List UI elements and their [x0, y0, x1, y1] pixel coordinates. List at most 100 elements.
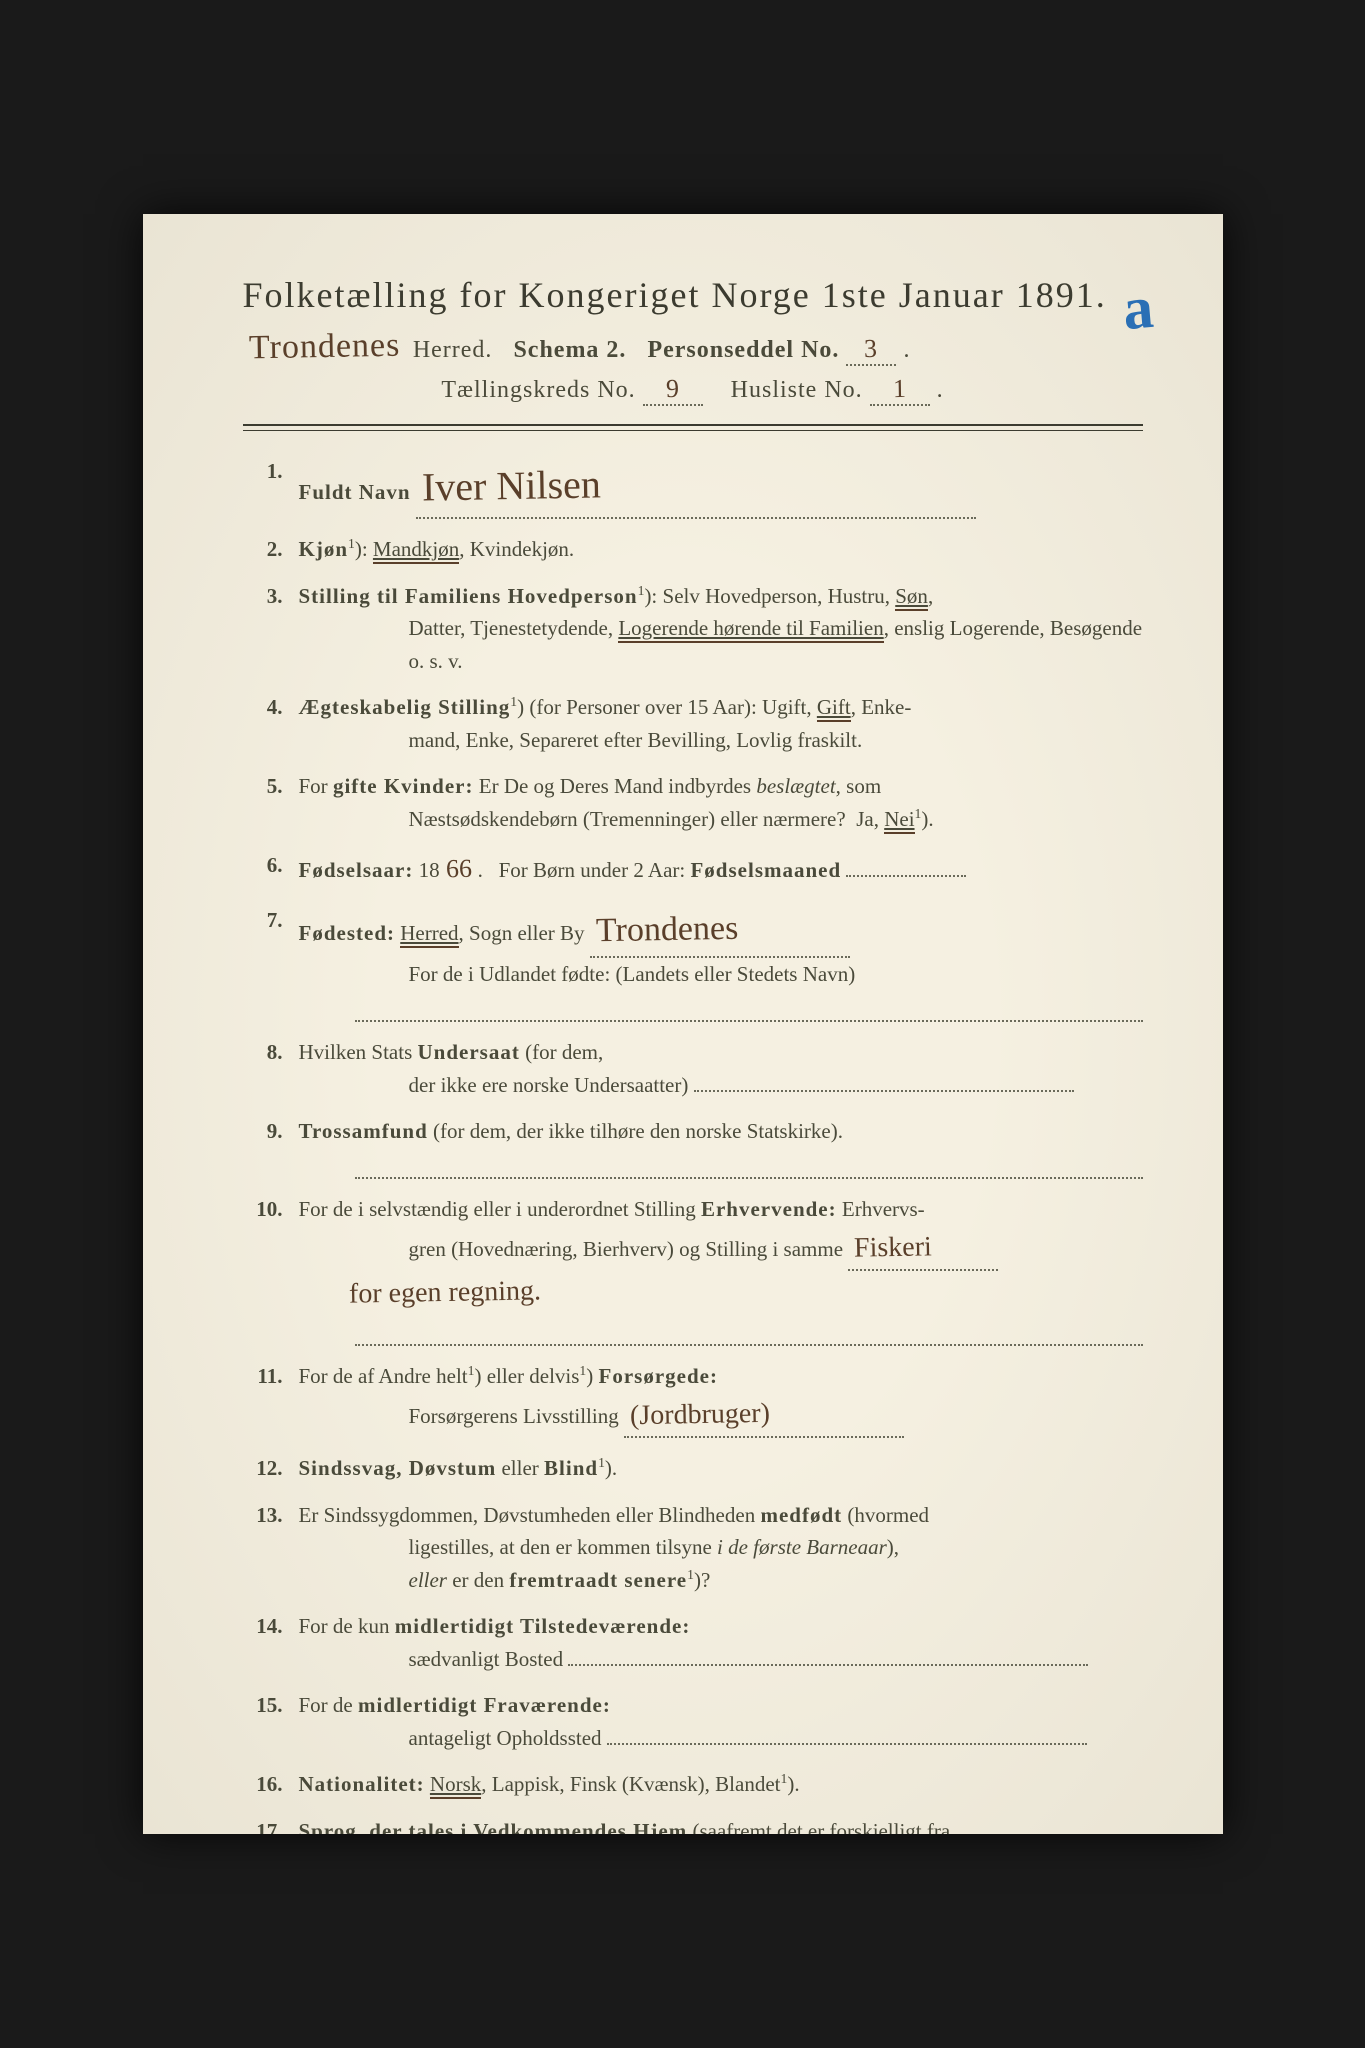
- q3-label: Stilling til Familiens Hovedperson: [299, 584, 638, 608]
- q16-selected: Norsk: [430, 1772, 481, 1799]
- q4-label: Ægteskabelig Stilling: [299, 695, 511, 719]
- q13-cont2: eller er den fremtraadt senere1)?: [299, 1564, 1143, 1597]
- q17-bold: Sprog, der tales i Vedkommendes Hjem: [299, 1819, 688, 1834]
- q10-blank-line: [355, 1315, 1143, 1346]
- q9-text: (for dem, der ikke tilhøre den norske St…: [433, 1119, 843, 1143]
- q3: Stilling til Familiens Hovedperson1): Se…: [243, 580, 1143, 678]
- q14-cont: sædvanligt Bosted: [299, 1643, 1143, 1676]
- q3-cont: Datter, Tjenestetydende, Logerende høren…: [299, 612, 1143, 677]
- q13-bold1: medfødt: [760, 1503, 842, 1527]
- q16-bold: Nationalitet:: [299, 1772, 425, 1796]
- q9-blank-line: [355, 1148, 1143, 1179]
- q2-selected: Mandkjøn: [373, 537, 459, 564]
- q4-selected: Gift: [817, 695, 851, 722]
- subheader-line-2: Tællingskreds No. 9 Husliste No. 1 .: [243, 374, 1143, 406]
- q7-place-hand: Trondenes: [595, 902, 738, 957]
- census-form-page: a Folketælling for Kongeriget Norge 1ste…: [143, 214, 1223, 1834]
- q7-selected: Herred: [400, 921, 458, 948]
- q5-bold: gifte Kvinder:: [333, 774, 474, 798]
- title-text: Folketælling for Kongeriget Norge 1ste J…: [243, 275, 1107, 315]
- q6-year-hand: 66: [445, 849, 472, 890]
- q7-cont: For de i Udlandet fødte: (Landets eller …: [299, 958, 1143, 991]
- q13: Er Sindssygdommen, Døvstumheden eller Bl…: [243, 1499, 1143, 1597]
- q14-line2: sædvanligt Bosted: [409, 1647, 564, 1671]
- personseddel-no-handwritten: 3: [864, 334, 879, 364]
- personseddel-label: Personseddel No.: [647, 337, 839, 363]
- q11-bold: Forsørgede:: [599, 1364, 718, 1388]
- herred-name-handwritten: Trondenes: [248, 327, 400, 368]
- q10-cont: gren (Hovednæring, Bierhverv) og Stillin…: [299, 1226, 1143, 1271]
- q11-text2: eller delvis: [487, 1364, 580, 1388]
- q10-bold: Erhvervende:: [701, 1197, 837, 1221]
- q10-cont2: for egen regning.: [299, 1271, 1143, 1314]
- q15: For de midlertidigt Fraværende: antageli…: [243, 1689, 1143, 1754]
- q6: Fødselsaar: 1866. For Børn under 2 Aar: …: [243, 849, 1143, 889]
- q15-cont: antageligt Opholdssted: [299, 1722, 1143, 1755]
- q9: Trossamfund (for dem, der ikke tilhøre d…: [243, 1115, 1143, 1179]
- q8-text1: Hvilken Stats: [299, 1040, 413, 1064]
- blue-annotation-mark: a: [1120, 273, 1156, 344]
- q5-selected: Nei: [884, 807, 914, 834]
- q6-label: Fødselsaar:: [299, 858, 414, 882]
- question-list: Fuldt Navn Iver Nilsen Kjøn1): Mandkjøn,…: [243, 455, 1143, 1834]
- header-rule: [243, 424, 1143, 431]
- subheader-line-1: Trondenes Herred. Schema 2. Personseddel…: [243, 328, 1143, 366]
- q4-paren: (for Personer over 15 Aar):: [529, 695, 756, 719]
- q14-text1: For de kun: [299, 1614, 390, 1638]
- q5-cont: Næstsødskendebørn (Tremenninger) eller n…: [299, 803, 1143, 836]
- image-frame: a Folketælling for Kongeriget Norge 1ste…: [0, 0, 1365, 2048]
- schema-label: Schema 2.: [513, 337, 626, 363]
- q6-year-prefix: 18: [419, 858, 440, 882]
- q10-hand-2: for egen regning.: [348, 1270, 541, 1317]
- q1-name-handwritten: Iver Nilsen: [421, 453, 601, 518]
- q17: Sprog, der tales i Vedkommendes Hjem (sa…: [243, 1815, 1143, 1834]
- q13-italic1: i de første Barneaar: [717, 1535, 887, 1559]
- herred-label: Herred.: [413, 337, 493, 363]
- q9-bold: Trossamfund: [299, 1119, 428, 1143]
- q5-pre: For: [299, 774, 328, 798]
- form-title: Folketælling for Kongeriget Norge 1ste J…: [243, 274, 1143, 316]
- q11: For de af Andre helt1) eller delvis1) Fo…: [243, 1360, 1143, 1438]
- q13-cont1: ligestilles, at den er kommen tilsyne i …: [299, 1531, 1143, 1564]
- kreds-label: Tællingskreds No.: [441, 377, 635, 403]
- q11-cont: Forsørgerens Livsstilling (Jordbruger): [299, 1393, 1143, 1438]
- q12-bold2: Blind: [544, 1456, 598, 1480]
- q15-text1: For de: [299, 1693, 353, 1717]
- q11-text1: For de af Andre helt: [299, 1364, 468, 1388]
- q1: Fuldt Navn Iver Nilsen: [243, 455, 1143, 519]
- q13-italic2: eller: [409, 1568, 447, 1592]
- q2: Kjøn1): Mandkjøn, Kvindekjøn.: [243, 533, 1143, 566]
- q3-selected-2: Logerende hørende til Familien: [618, 616, 883, 643]
- q6-text2: For Børn under 2 Aar:: [499, 858, 686, 882]
- q12: Sindssvag, Døvstum eller Blind1).: [243, 1452, 1143, 1485]
- q7-label: Fødested:: [299, 921, 396, 945]
- q5: For gifte Kvinder: Er De og Deres Mand i…: [243, 770, 1143, 835]
- husliste-no-handwritten: 1: [892, 374, 907, 404]
- q13-bold2: fremtraadt senere: [509, 1568, 687, 1592]
- q4: Ægteskabelig Stilling1) (for Personer ov…: [243, 691, 1143, 756]
- q8-cont: der ikke ere norske Undersaatter): [299, 1069, 1143, 1102]
- q10-hand-1: Fiskeri: [854, 1225, 933, 1270]
- q15-line2: antageligt Opholdssted: [409, 1726, 602, 1750]
- q10: For de i selvstændig eller i underordnet…: [243, 1193, 1143, 1346]
- husliste-label: Husliste No.: [731, 377, 863, 403]
- q16: Nationalitet: Norsk, Lappisk, Finsk (Kvæ…: [243, 1768, 1143, 1801]
- q6-label2: Fødselsmaaned: [690, 858, 841, 882]
- q12-text: eller: [501, 1456, 538, 1480]
- q8: Hvilken Stats Undersaat (for dem, der ik…: [243, 1036, 1143, 1101]
- q2-label: Kjøn: [299, 537, 349, 561]
- q3-selected-1: Søn: [895, 584, 928, 611]
- q15-bold: midlertidigt Fraværende:: [358, 1693, 611, 1717]
- q7-blank-line: [355, 991, 1143, 1022]
- q11-hand: (Jordbruger): [630, 1391, 771, 1437]
- q10-text1: For de i selvstændig eller i underordnet…: [299, 1197, 696, 1221]
- q14: For de kun midlertidigt Tilstedeværende:…: [243, 1610, 1143, 1675]
- q4-cont: mand, Enke, Separeret efter Bevilling, L…: [299, 724, 1143, 757]
- q11-line2-label: Forsørgerens Livsstilling: [409, 1404, 619, 1428]
- q8-bold: Undersaat: [418, 1040, 520, 1064]
- q12-bold: Sindssvag, Døvstum: [299, 1456, 497, 1480]
- kreds-no-handwritten: 9: [665, 374, 680, 404]
- q1-label: Fuldt Navn: [299, 480, 411, 504]
- q14-bold: midlertidigt Tilstedeværende:: [395, 1614, 691, 1638]
- q7: Fødested: Herred, Sogn eller By Trondene…: [243, 904, 1143, 1023]
